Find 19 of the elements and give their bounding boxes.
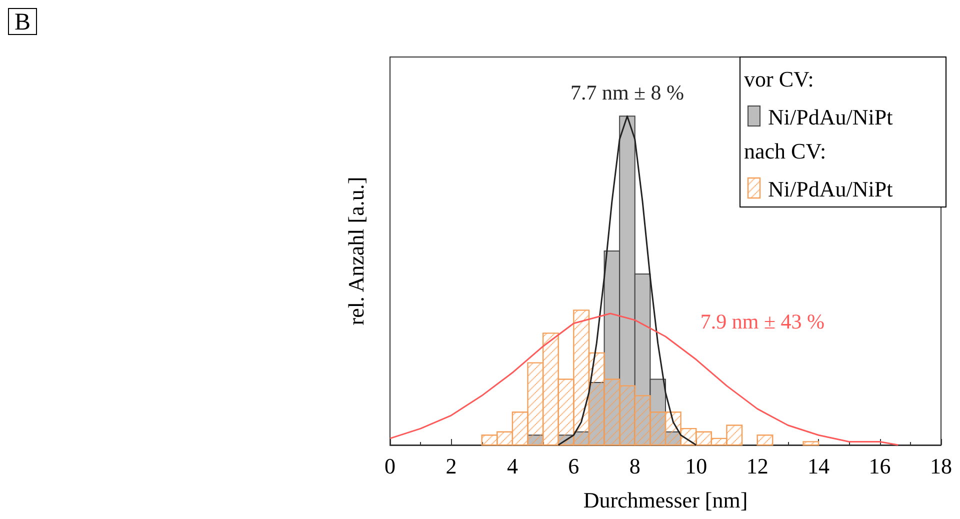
- legend-label: Ni/PdAu/NiPt: [768, 104, 893, 130]
- x-tick-label: 10: [685, 454, 708, 478]
- x-tick-label: 6: [568, 454, 580, 478]
- x-tick-label: 18: [930, 454, 952, 478]
- series-label: 7.7 nm ± 8 %: [570, 80, 684, 105]
- x-tick-label: 4: [506, 454, 518, 478]
- x-tick-label: 16: [868, 454, 891, 478]
- x-tick-label: 0: [384, 454, 396, 478]
- legend-label: Ni/PdAu/NiPt: [768, 176, 893, 202]
- x-tick-label: 12: [746, 454, 768, 478]
- text: B: [14, 10, 31, 36]
- x-tick-label: 8: [629, 454, 640, 478]
- series-label: 7.9 nm ± 43 %: [700, 309, 825, 334]
- x-tick-label: 2: [446, 454, 457, 478]
- annotation: nach CV:: [744, 138, 826, 164]
- x-tick-label: 14: [808, 454, 830, 478]
- text: vor CV:: [744, 66, 814, 92]
- y-axis-title: rel. Anzahl [a.u.]: [344, 176, 368, 326]
- x-axis-title: Durchmesser [nm]: [583, 488, 748, 512]
